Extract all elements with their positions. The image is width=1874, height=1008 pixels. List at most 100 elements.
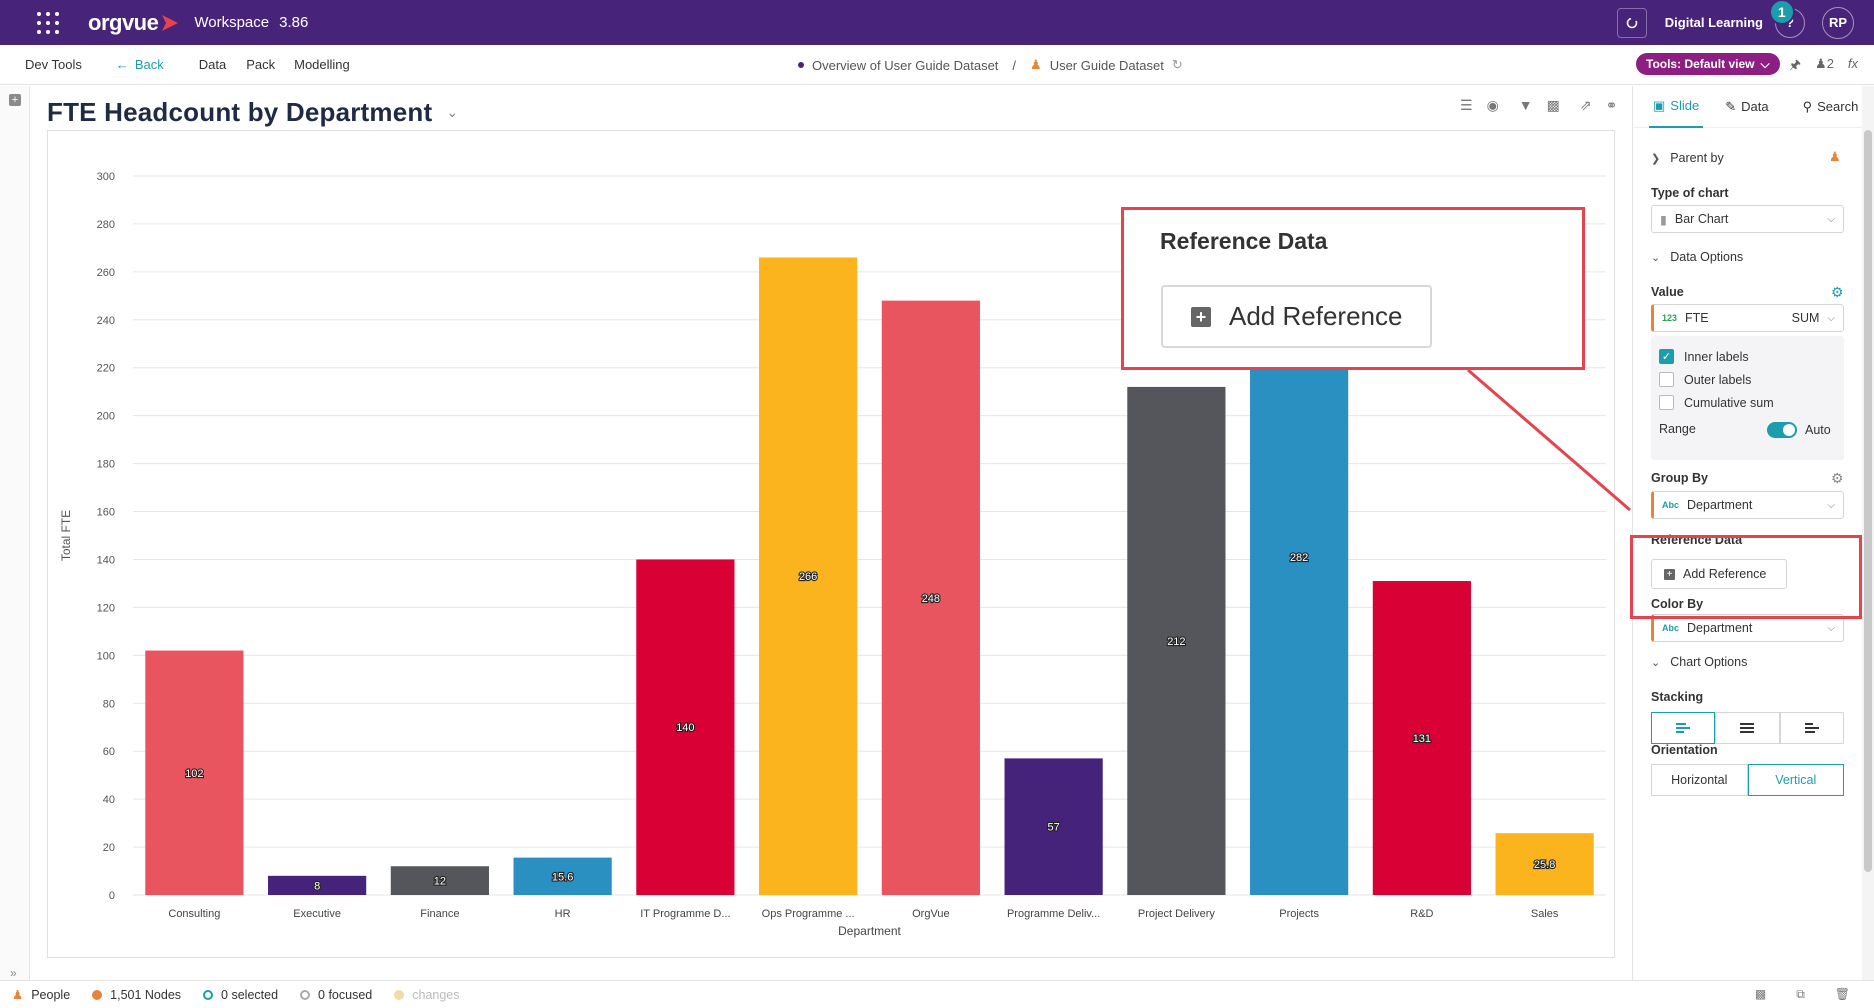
logo-arrow-icon	[162, 14, 179, 31]
left-strip: + »	[0, 86, 30, 980]
pin-icon[interactable]: 🖈	[1789, 57, 1802, 72]
modelling-menu[interactable]: Modelling	[294, 57, 350, 72]
trash-icon[interactable]: 🗑	[1834, 987, 1850, 1001]
bar-chart-icon: ▮	[1660, 212, 1667, 227]
data-options-section[interactable]: ⌄ Data Options	[1651, 250, 1744, 264]
y-tick-label: 260	[97, 267, 115, 279]
gear-icon[interactable]: ⚙	[1831, 284, 1844, 300]
value-field-select[interactable]: 123 FTE SUM ⌵	[1651, 304, 1844, 332]
orgvue-logo[interactable]: orgvue	[88, 10, 180, 36]
chart-type-select[interactable]: ▮ Bar Chart ⌵	[1651, 205, 1844, 233]
formula-icon[interactable]: fx	[1847, 56, 1859, 71]
bar	[1004, 758, 1103, 895]
chevron-down-icon: ⌵	[1827, 499, 1835, 511]
color-by-label: Color By	[1651, 597, 1704, 611]
y-axis-label: Total FTE	[59, 510, 73, 561]
tab-search[interactable]: ⚲ Search	[1802, 98, 1859, 115]
version: 3.86	[279, 14, 309, 31]
stacking-grouped-button[interactable]	[1651, 712, 1716, 744]
gear-icon[interactable]: ⚙	[1831, 470, 1844, 486]
outer-labels-checkbox[interactable]: Outer labels	[1659, 372, 1751, 387]
value-label: Value	[1651, 285, 1684, 299]
plus-icon: +	[1664, 568, 1675, 580]
status-bar: ♟ People 1,501 Nodes 0 selected 0 focused…	[0, 980, 1874, 1008]
breadcrumb-dataset[interactable]: User Guide Dataset	[1049, 57, 1164, 73]
y-tick-label: 240	[97, 315, 115, 327]
inner-labels-checkbox[interactable]: ✓ Inner labels	[1659, 349, 1749, 364]
bar-value-label: 15.6	[552, 871, 573, 883]
toggle-switch[interactable]	[1767, 422, 1797, 438]
digital-learning-link[interactable]: Digital Learning 1	[1665, 0, 1795, 30]
share-icon[interactable]: ⚭	[1605, 97, 1618, 113]
sync-icon	[1626, 17, 1638, 28]
avatar[interactable]: RP	[1822, 6, 1854, 39]
chart-options-section[interactable]: ⌄ Chart Options	[1651, 655, 1748, 669]
x-tick-label: Ops Programme ...	[762, 908, 855, 920]
page-title[interactable]: FTE Headcount by Department ⌄	[47, 97, 459, 127]
back-button[interactable]: ← Back	[115, 57, 164, 72]
expand-left-icon[interactable]: »	[10, 966, 17, 980]
orientation-horizontal-button[interactable]: Horizontal	[1651, 764, 1748, 796]
stacking-percent-button[interactable]	[1779, 712, 1844, 744]
export-icon[interactable]: ⇗	[1579, 97, 1592, 113]
group-by-label: Group By	[1651, 471, 1708, 485]
callout-title: Reference Data	[1160, 228, 1328, 254]
parent-by-section[interactable]: ❯ Parent by	[1651, 151, 1724, 165]
tools-view-dropdown[interactable]: Tools: Default view ⌵	[1636, 53, 1780, 75]
pack-menu[interactable]: Pack	[246, 57, 276, 72]
breadcrumb-overview[interactable]: Overview of User Guide Dataset	[812, 57, 999, 73]
notification-badge[interactable]: 1	[1768, 0, 1795, 25]
refresh-icon[interactable]: ↻	[1171, 57, 1183, 72]
nodes-status[interactable]: 1,501 Nodes	[92, 988, 181, 1002]
chevron-down-icon[interactable]: ⌄	[446, 104, 459, 120]
scrollbar-thumb[interactable]	[1864, 130, 1872, 872]
range-auto-toggle[interactable]: Auto	[1767, 422, 1831, 438]
aggregation[interactable]: SUM	[1791, 311, 1820, 325]
orientation-options: Horizontal Vertical	[1651, 764, 1844, 796]
sync-button[interactable]	[1616, 7, 1647, 38]
tab-data[interactable]: ✎ Data	[1725, 98, 1769, 115]
y-tick-label: 40	[103, 794, 115, 806]
copy-icon[interactable]: ⧉	[1796, 987, 1805, 1001]
selected-status[interactable]: 0 selected	[203, 988, 278, 1002]
add-reference-button[interactable]: + Add Reference	[1651, 559, 1787, 589]
orientation-vertical-button[interactable]: Vertical	[1747, 764, 1844, 796]
chevron-down-icon: ⌄	[1651, 656, 1661, 669]
panel-scrollbar[interactable]	[1862, 86, 1874, 980]
bar-value-label: 131	[1413, 733, 1431, 745]
x-tick-label: Projects	[1279, 908, 1319, 920]
dev-tools-menu[interactable]: Dev Tools	[25, 57, 82, 72]
tab-slide[interactable]: ▣ Slide	[1649, 86, 1704, 128]
search-icon: ⚲	[1802, 98, 1813, 114]
chart-toolbar: ☰ ◉ ▼ ▩ ⇗ ⚭	[1460, 97, 1617, 114]
stacking-stacked-button[interactable]	[1715, 712, 1780, 744]
add-slide-icon[interactable]: +	[9, 94, 21, 106]
bar	[759, 257, 858, 895]
callout-add-reference-button[interactable]: + Add Reference	[1161, 285, 1432, 348]
bar	[268, 875, 367, 895]
chevron-down-icon: ⌵	[1827, 622, 1835, 634]
people-status[interactable]: ♟ People	[12, 987, 71, 1003]
apps-grid-icon[interactable]	[37, 11, 59, 34]
cumulative-sum-checkbox[interactable]: Cumulative sum	[1659, 395, 1774, 410]
add-icon[interactable]: ▩	[1754, 987, 1767, 1001]
bar	[636, 559, 735, 895]
y-tick-label: 220	[97, 363, 115, 375]
data-menu[interactable]: Data	[198, 57, 227, 72]
layers-icon[interactable]: ▩	[1546, 97, 1560, 113]
bar-value-label: 25.8	[1534, 859, 1555, 871]
x-tick-label: R&D	[1410, 908, 1433, 920]
properties-panel: ▣ Slide ✎ Data ⚲ Search ❯ Parent by ♟ Type …	[1632, 86, 1863, 1004]
color-by-select[interactable]: Abc Department ⌵	[1651, 614, 1844, 642]
filter-icon[interactable]: ▼	[1518, 97, 1533, 113]
list-icon[interactable]: ☰	[1460, 97, 1473, 113]
chevron-down-icon: ⌵	[1827, 213, 1835, 225]
users-icon[interactable]: ♟2	[1815, 56, 1834, 71]
nodes-icon	[92, 989, 103, 1000]
focused-status[interactable]: 0 focused	[300, 988, 372, 1002]
palette-icon[interactable]: ◉	[1486, 97, 1499, 113]
y-tick-label: 280	[97, 219, 115, 231]
slide-icon: ▣	[1653, 97, 1666, 113]
bar	[1495, 833, 1594, 895]
group-by-select[interactable]: Abc Department ⌵	[1651, 491, 1844, 519]
